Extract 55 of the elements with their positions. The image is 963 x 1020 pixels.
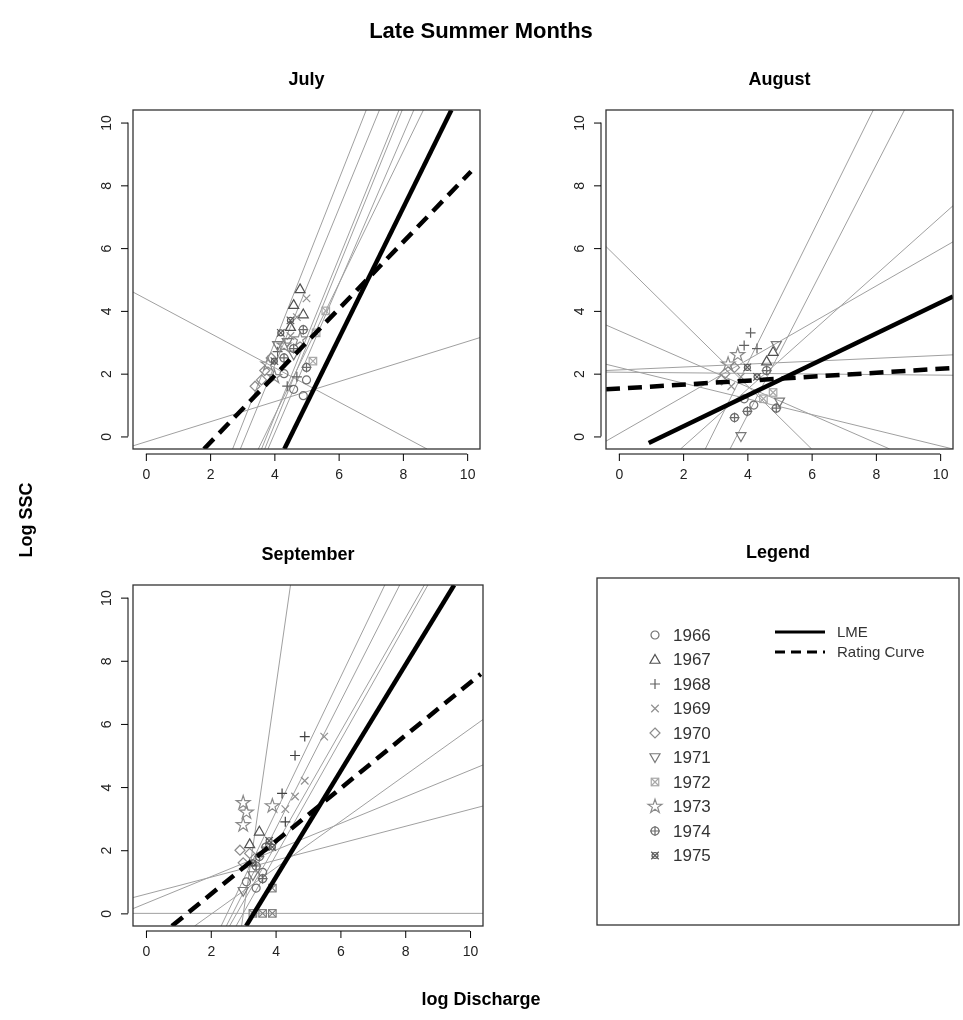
x-tick-label: 6	[808, 465, 817, 482]
y-tick-label: 2	[97, 370, 114, 379]
legend-title: Legend	[745, 542, 811, 562]
y-tick-label: 4	[570, 307, 587, 316]
y-tick-label: 6	[97, 720, 114, 729]
x-tick-label: 6	[335, 465, 344, 482]
y-tick-label: 0	[97, 432, 114, 441]
x-tick-label: 6	[337, 942, 346, 959]
legend-label: 1974	[673, 821, 711, 841]
x-tick-label: 10	[462, 942, 479, 959]
y-tick-label: 10	[97, 590, 114, 606]
y-tick-label: 6	[570, 244, 587, 253]
y-tick-label: 8	[570, 181, 587, 190]
legend-label: Rating Curve	[837, 643, 925, 661]
text: Late Summer Months	[369, 18, 593, 43]
y-tick-label: 10	[97, 115, 114, 131]
x-tick-label: 4	[270, 465, 279, 482]
legend-label: 1969	[673, 699, 711, 719]
y-tick-label: 4	[97, 783, 114, 792]
y-tick-label: 8	[97, 657, 114, 666]
legend-label: 1967	[673, 650, 711, 670]
legend-label: LME	[837, 623, 868, 641]
y-tick-label: 4	[97, 307, 114, 316]
y-tick-label: 8	[97, 181, 114, 190]
x-tick-label: 0	[142, 465, 151, 482]
x-tick-label: 10	[459, 465, 476, 482]
x-tick-label: 4	[743, 465, 752, 482]
x-tick-label: 10	[932, 465, 949, 482]
x-tick-label: 4	[272, 942, 281, 959]
x-tick-label: 2	[206, 465, 215, 482]
y-tick-label: 0	[570, 432, 587, 441]
chart-title: September	[261, 544, 355, 564]
legend-label: 1970	[673, 723, 711, 743]
chart-title: July	[288, 69, 325, 89]
legend-label: 1966	[673, 625, 711, 645]
y-tick-label: 0	[97, 909, 114, 918]
x-tick-label: 8	[872, 465, 881, 482]
legend-label: 1973	[673, 797, 711, 817]
x-axis-title: log Discharge	[421, 989, 541, 1009]
y-tick-label: 6	[97, 244, 114, 253]
y-tick-label: 10	[570, 115, 587, 131]
legend-label: 1968	[673, 674, 711, 694]
y-tick-label: 2	[570, 370, 587, 379]
legend-label: 1971	[673, 748, 711, 768]
x-tick-label: 0	[142, 942, 151, 959]
y-axis-title: Log SSC	[16, 482, 36, 558]
x-tick-label: 8	[401, 942, 410, 959]
x-tick-label: 8	[399, 465, 408, 482]
legend-label: 1975	[673, 846, 711, 866]
legend-label: 1972	[673, 772, 711, 792]
x-tick-label: 2	[207, 942, 216, 959]
chart-title: August	[748, 69, 811, 89]
x-tick-label: 2	[679, 465, 688, 482]
x-tick-label: 0	[615, 465, 624, 482]
y-tick-label: 2	[97, 846, 114, 855]
